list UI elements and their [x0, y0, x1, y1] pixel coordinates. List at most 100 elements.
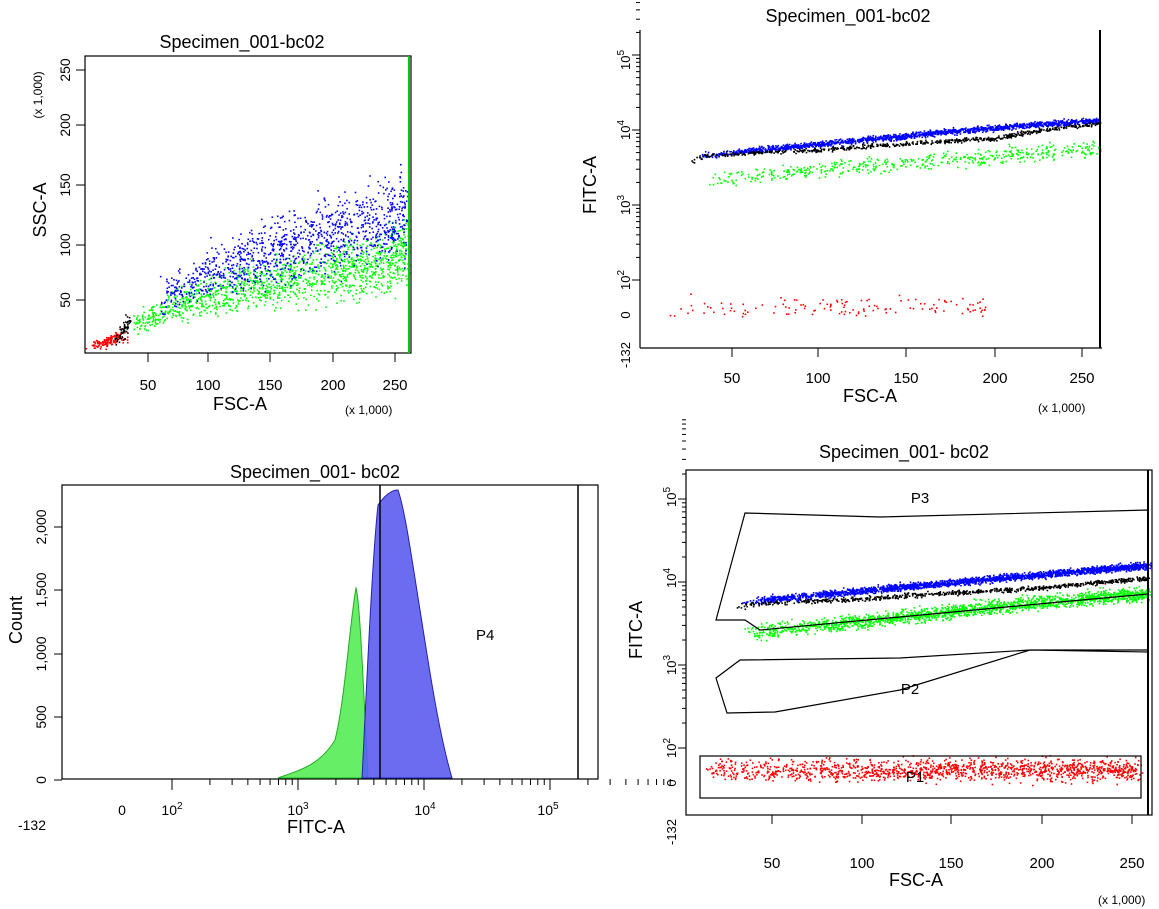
event-dot-green: [154, 325, 156, 327]
event-dot-blue: [205, 290, 208, 293]
event-dot-red: [96, 346, 99, 348]
event-dot-blue: [247, 238, 250, 241]
event-dot-green: [247, 305, 250, 308]
event-dot-green: [297, 277, 300, 279]
event-dot-black: [817, 150, 819, 153]
event-dot-blue: [893, 133, 895, 136]
event-dot-green: [402, 270, 404, 272]
event-dot-red: [105, 343, 108, 345]
event-dot-blue: [213, 258, 216, 261]
event-dot-black: [980, 137, 982, 139]
event-dot-blue: [273, 258, 275, 261]
event-dot-green: [360, 255, 362, 258]
event-dot-green: [361, 270, 363, 273]
event-dot-green: [295, 303, 297, 305]
event-dot-green: [361, 289, 363, 292]
event-dot-black: [794, 149, 797, 151]
event-dot-green: [387, 287, 389, 290]
event-dot-blue: [1094, 119, 1096, 122]
event-dot-blue: [275, 232, 278, 234]
event-dot-blue: [339, 225, 341, 228]
event-dot-blue: [855, 142, 857, 144]
event-dot-blue: [1054, 121, 1056, 124]
event-dot-green: [324, 279, 326, 281]
event-dot-green: [365, 258, 367, 261]
event-dot-blue: [903, 138, 906, 141]
event-dot-black: [916, 140, 919, 143]
event-dot-green: [378, 258, 380, 261]
event-dot-black: [833, 147, 836, 149]
event-dot-green: [334, 291, 336, 294]
event-dot-green: [210, 290, 213, 292]
event-dot-blue: [954, 134, 956, 136]
event-dot-green: [144, 324, 147, 327]
event-dot-green: [310, 289, 313, 291]
event-dot-blue: [753, 149, 755, 151]
event-dot-blue: [376, 232, 378, 235]
event-dot-blue: [400, 163, 402, 166]
event-dot-green: [177, 306, 179, 309]
event-dot-green: [344, 277, 346, 279]
event-dot-blue: [769, 148, 772, 150]
event-dot-blue: [229, 268, 232, 270]
event-dot-blue: [392, 197, 394, 200]
event-dot-blue: [206, 252, 209, 254]
event-dot-green: [228, 305, 230, 307]
event-dot-green: [280, 278, 282, 281]
event-dot-green: [290, 265, 293, 268]
event-dot-black: [801, 149, 803, 152]
event-dot-green: [267, 290, 269, 292]
event-dot-green: [184, 303, 187, 305]
event-dot-blue: [161, 301, 163, 304]
event-dot-blue: [247, 280, 249, 283]
event-dot-blue: [196, 300, 199, 302]
event-dot-green: [336, 250, 338, 253]
event-dot-blue: [998, 124, 1001, 126]
event-dot-blue: [202, 270, 204, 273]
event-dot-black: [947, 139, 950, 142]
event-dot-blue: [192, 272, 195, 275]
event-dot-blue: [337, 204, 340, 207]
event-dot-green: [206, 293, 208, 296]
event-dot-red: [117, 336, 120, 338]
event-dot-green: [354, 278, 357, 281]
event-dot-green: [139, 320, 141, 322]
event-dot-green: [258, 281, 261, 283]
event-dot-blue: [811, 144, 814, 146]
event-dot-green: [362, 271, 365, 274]
event-dot-blue: [398, 206, 401, 208]
event-dot-blue: [1028, 122, 1031, 125]
event-dot-blue: [401, 225, 403, 228]
event-dot-blue: [403, 231, 405, 234]
event-dot-blue: [241, 258, 243, 260]
event-dot-green: [321, 282, 323, 284]
event-dot-blue: [812, 146, 814, 148]
event-dot-blue: [966, 130, 969, 133]
event-dot-blue: [288, 240, 291, 243]
event-dot-blue: [870, 138, 873, 140]
event-dot-blue: [1057, 123, 1060, 125]
event-dot-green: [362, 280, 364, 283]
event-dot-green: [136, 326, 139, 329]
event-dot-green: [213, 301, 216, 303]
event-dot-black: [753, 153, 756, 156]
event-dot-blue: [365, 202, 368, 204]
event-dot-green: [403, 245, 406, 247]
event-dot-green: [314, 250, 317, 252]
event-dot-green: [318, 294, 321, 296]
event-dot-blue: [1028, 124, 1030, 126]
event-dot-green: [367, 260, 370, 262]
event-dot-green: [303, 273, 305, 275]
event-dot-black: [757, 151, 760, 153]
event-dot-blue: [356, 200, 359, 202]
event-dot-green: [352, 263, 354, 265]
event-dot-red: [120, 333, 122, 336]
event-dot-blue: [310, 224, 313, 226]
event-dot-green: [245, 299, 247, 302]
event-dot-green: [258, 291, 260, 293]
event-dot-green: [178, 313, 181, 316]
event-dot-blue: [240, 252, 242, 254]
plot1-ytick: 250: [57, 58, 73, 82]
event-dot-green: [292, 284, 294, 287]
event-dot-green: [230, 298, 233, 301]
